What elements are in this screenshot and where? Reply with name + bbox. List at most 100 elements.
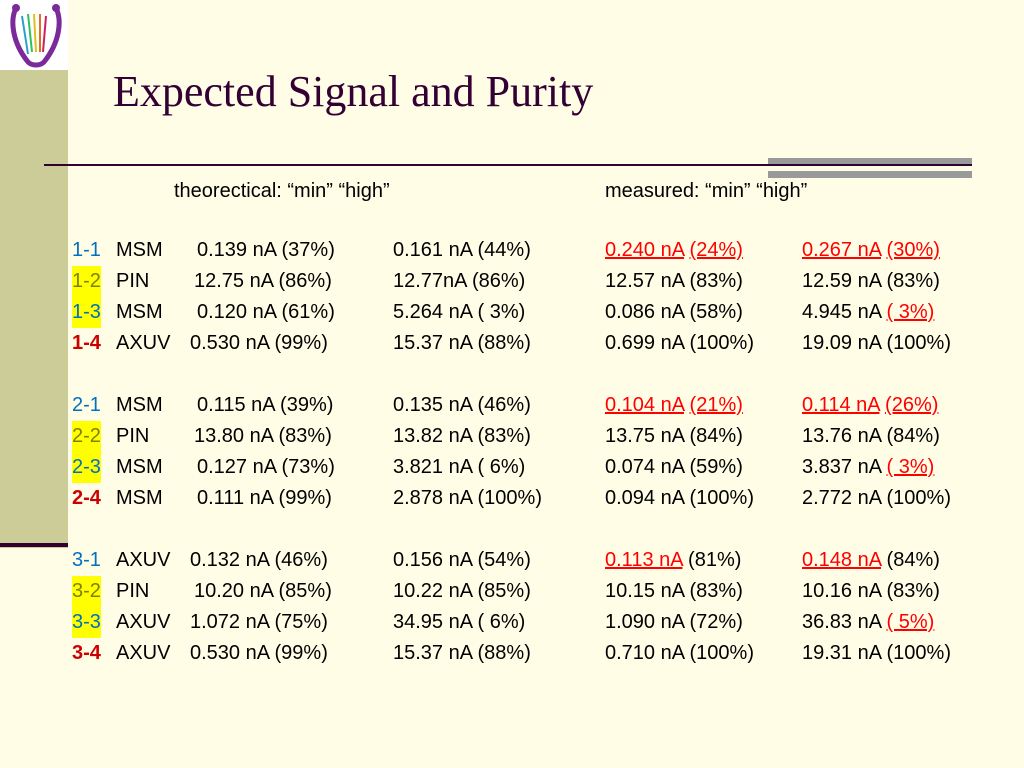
measured-min: 10.15 nA (83%) [605, 576, 743, 607]
theoretical-min: 0.139 nA (37%) [197, 239, 335, 261]
row-detector: PIN [116, 580, 150, 602]
row-detector: AXUV [116, 611, 171, 633]
row-id: 2-1 [72, 394, 101, 416]
row-id: 2-2 [72, 421, 101, 452]
theoretical-high: 3.821 nA ( 6%) [393, 456, 526, 478]
row-id: 3-1 [72, 549, 101, 571]
decor-bar-top [768, 158, 972, 166]
measured-high-value: 0.148 nA [802, 549, 881, 571]
header-measured: measured: “min” “high” [605, 180, 808, 202]
measured-high-value: 12.59 nA (83%) [802, 270, 940, 292]
theoretical-min: 0.111 nA (99%) [197, 487, 332, 509]
theoretical-high: 0.135 nA (46%) [393, 394, 531, 416]
row-id: 1-1 [72, 239, 101, 261]
measured-min: 1.090 nA (72%) [605, 607, 743, 638]
measured-min-value: 0.094 nA (100%) [605, 487, 754, 509]
measured-high-purity: (84%) [886, 549, 940, 571]
measured-min: 12.57 nA (83%) [605, 266, 743, 297]
sidebar-rule [0, 543, 68, 547]
table-row: 3-1 AXUV 0.132 nA (46%) 0.156 nA (54%) 0.113… [0, 545, 1024, 576]
theoretical-high: 12.77nA (86%) [393, 270, 526, 292]
measured-min-value: 10.15 nA (83%) [605, 580, 743, 602]
measured-min: 13.75 nA (84%) [605, 421, 743, 452]
table-row: 1-2 PIN 12.75 nA (86%) 12.77nA (86%) 12.57 n… [0, 266, 1024, 297]
theoretical-min: 1.072 nA (75%) [190, 611, 328, 633]
measured-min: 0.074 nA (59%) [605, 452, 743, 483]
measured-high: 36.83 nA ( 5%) [802, 607, 934, 638]
theoretical-min: 0.530 nA (99%) [190, 332, 328, 354]
measured-min-value: 12.57 nA (83%) [605, 270, 743, 292]
table-row: 2-1 MSM 0.115 nA (39%) 0.135 nA (46%) 0.104 … [0, 390, 1024, 421]
measured-min-value: 1.090 nA (72%) [605, 611, 743, 633]
theoretical-high: 15.37 nA (88%) [393, 642, 531, 664]
measured-high: 12.59 nA (83%) [802, 266, 940, 297]
row-detector: MSM [116, 487, 163, 509]
row-detector: MSM [116, 301, 163, 323]
measured-high: 0.148 nA (84%) [802, 545, 940, 576]
measured-high-value: 36.83 nA [802, 611, 881, 633]
row-detector: MSM [116, 394, 163, 416]
row-id: 3-3 [72, 607, 101, 638]
measured-high-value: 3.837 nA [802, 456, 881, 478]
measured-min-value: 0.086 nA (58%) [605, 301, 743, 323]
theoretical-min: 0.530 nA (99%) [190, 642, 328, 664]
row-id: 1-2 [72, 266, 101, 297]
theoretical-min: 0.127 nA (73%) [197, 456, 335, 478]
sidebar-band [0, 0, 68, 548]
measured-min-purity: (21%) [689, 394, 743, 416]
measured-high: 19.09 nA (100%) [802, 328, 951, 359]
measured-high-value: 19.09 nA (100%) [802, 332, 951, 354]
measured-high: 19.31 nA (100%) [802, 638, 951, 669]
theoretical-high: 13.82 nA (83%) [393, 425, 531, 447]
measured-high: 0.114 nA (26%) [802, 390, 938, 421]
measured-high-value: 13.76 nA (84%) [802, 425, 940, 447]
theoretical-high: 34.95 nA ( 6%) [393, 611, 526, 633]
measured-min-value: 0.710 nA (100%) [605, 642, 754, 664]
theoretical-min: 0.132 nA (46%) [190, 549, 328, 571]
theoretical-min: 0.115 nA (39%) [197, 394, 334, 416]
measured-min: 0.086 nA (58%) [605, 297, 743, 328]
table-row: 1-3 MSM 0.120 nA (61%) 5.264 nA ( 3%) 0.086 … [0, 297, 1024, 328]
theoretical-high: 10.22 nA (85%) [393, 580, 531, 602]
slide-title: Expected Signal and Purity [113, 67, 594, 116]
measured-high-value: 19.31 nA (100%) [802, 642, 951, 664]
table-row: 2-3 MSM 0.127 nA (73%) 3.821 nA ( 6%) 0.074 … [0, 452, 1024, 483]
table-row: 1-1 MSM 0.139 nA (37%) 0.161 nA (44%) 0.240 … [0, 235, 1024, 266]
theoretical-min: 13.80 nA (83%) [194, 425, 332, 447]
title-rule [44, 164, 972, 166]
measured-min-value: 0.104 nA [605, 394, 684, 416]
measured-min: 0.240 nA (24%) [605, 235, 743, 266]
measured-high: 3.837 nA ( 3%) [802, 452, 934, 483]
table-row: 3-2 PIN 10.20 nA (85%) 10.22 nA (85%) 10.15 … [0, 576, 1024, 607]
measured-high-value: 0.267 nA [802, 239, 881, 261]
measured-high: 4.945 nA ( 3%) [802, 297, 934, 328]
table-row: 3-4 AXUV 0.530 nA (99%) 15.37 nA (88%) 0.710… [0, 638, 1024, 669]
row-detector: AXUV [116, 549, 171, 571]
measured-high-purity: (26%) [885, 394, 939, 416]
theoretical-min: 0.120 nA (61%) [197, 301, 335, 323]
measured-high-value: 4.945 nA [802, 301, 881, 323]
measured-min-value: 0.240 nA [605, 239, 684, 261]
measured-high-purity: ( 3%) [886, 301, 935, 323]
row-detector: AXUV [116, 332, 171, 354]
theoretical-high: 15.37 nA (88%) [393, 332, 531, 354]
measured-min: 0.710 nA (100%) [605, 638, 754, 669]
row-id: 2-4 [72, 487, 101, 509]
logo [0, 0, 68, 70]
theoretical-high: 0.161 nA (44%) [393, 239, 531, 261]
measured-min-purity: (24%) [689, 239, 743, 261]
table-row: 2-2 PIN 13.80 nA (83%) 13.82 nA (83%) 13.75 … [0, 421, 1024, 452]
table-row: 3-3 AXUV 1.072 nA (75%) 34.95 nA ( 6%) 1.090… [0, 607, 1024, 638]
decor-bar-bottom [768, 171, 972, 178]
row-id: 3-4 [72, 642, 101, 664]
measured-high-purity: ( 5%) [886, 611, 935, 633]
measured-high-purity: (30%) [886, 239, 940, 261]
lyre-logo-icon [10, 4, 62, 68]
measured-min: 0.699 nA (100%) [605, 328, 754, 359]
measured-high: 13.76 nA (84%) [802, 421, 940, 452]
table-row: 1-4 AXUV 0.530 nA (99%) 15.37 nA (88%) 0.699… [0, 328, 1024, 359]
row-id: 3-2 [72, 576, 101, 607]
measured-high-purity: ( 3%) [886, 456, 935, 478]
measured-high: 2.772 nA (100%) [802, 483, 951, 514]
theoretical-min: 10.20 nA (85%) [194, 580, 332, 602]
